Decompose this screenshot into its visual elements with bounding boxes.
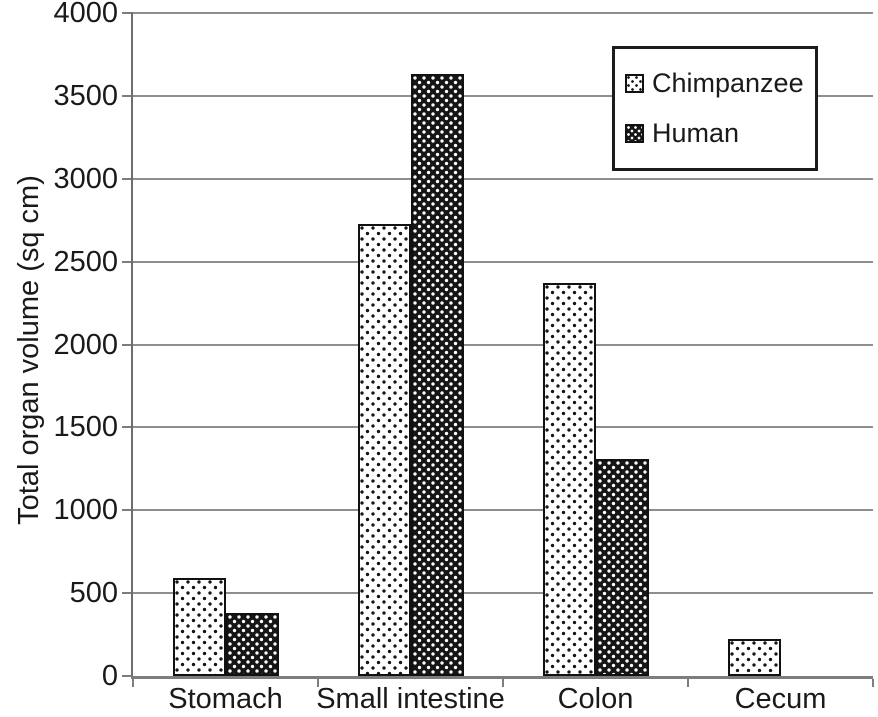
y-tick-3000: [122, 177, 131, 180]
legend-item-human: Human: [625, 118, 815, 149]
gridline-500: [133, 592, 873, 595]
bar-chimpanzee-colon: [542, 283, 596, 676]
y-tick-3500: [122, 94, 131, 97]
y-tick-2500: [122, 260, 131, 263]
legend: Chimpanzee Human: [612, 46, 818, 171]
x-tick-3: [687, 679, 689, 687]
x-category-label-cecum: Cecum: [734, 683, 827, 715]
y-tick-label-4000: 4000: [53, 0, 118, 29]
gridline-3500: [133, 94, 873, 97]
chimpanzee-swatch-icon: [625, 74, 644, 93]
bar-human-stomach: [225, 613, 279, 676]
y-tick-1000: [122, 509, 131, 512]
bar-human-small-intestine: [410, 74, 464, 676]
gridline-2500: [133, 260, 873, 263]
gridline-1500: [133, 426, 873, 429]
legend-label-human: Human: [652, 118, 740, 148]
x-category-label-small-intestine: Small intestine: [316, 683, 505, 715]
y-tick-4000: [122, 12, 131, 14]
bar-chimpanzee-small-intestine: [357, 224, 411, 676]
y-tick-label-3500: 3500: [53, 79, 118, 112]
x-category-label-colon: Colon: [557, 683, 634, 715]
plot-area: [133, 13, 873, 676]
gridline-1000: [133, 509, 873, 512]
bar-chimpanzee-cecum: [727, 639, 781, 676]
y-tick-label-3000: 3000: [53, 162, 118, 195]
gridline-4000: [133, 12, 873, 14]
x-category-label-stomach: Stomach: [168, 683, 283, 715]
x-tick-4: [872, 679, 874, 687]
y-tick-2000: [122, 343, 131, 346]
y-tick-label-1500: 1500: [53, 411, 118, 444]
x-tick-0: [132, 679, 134, 687]
x-tick-1: [317, 679, 319, 687]
y-tick-1500: [122, 426, 131, 429]
legend-label-chimpanzee: Chimpanzee: [652, 68, 804, 98]
x-axis-line: [131, 676, 873, 679]
y-axis-line: [131, 12, 133, 677]
bar-chimpanzee-stomach: [172, 578, 226, 676]
gridline-3000: [133, 177, 873, 180]
y-tick-label-2500: 2500: [53, 245, 118, 278]
y-tick-500: [122, 592, 131, 595]
human-swatch-icon: [625, 124, 644, 143]
bar-human-colon: [595, 459, 649, 676]
gridline-2000: [133, 343, 873, 346]
x-tick-2: [502, 679, 504, 687]
y-tick-label-500: 500: [69, 577, 118, 610]
y-tick-label-0: 0: [101, 660, 118, 692]
y-tick-label-1000: 1000: [53, 494, 118, 527]
y-tick-0: [122, 675, 131, 677]
legend-item-chimpanzee: Chimpanzee: [625, 68, 815, 99]
y-tick-label-2000: 2000: [53, 328, 118, 361]
